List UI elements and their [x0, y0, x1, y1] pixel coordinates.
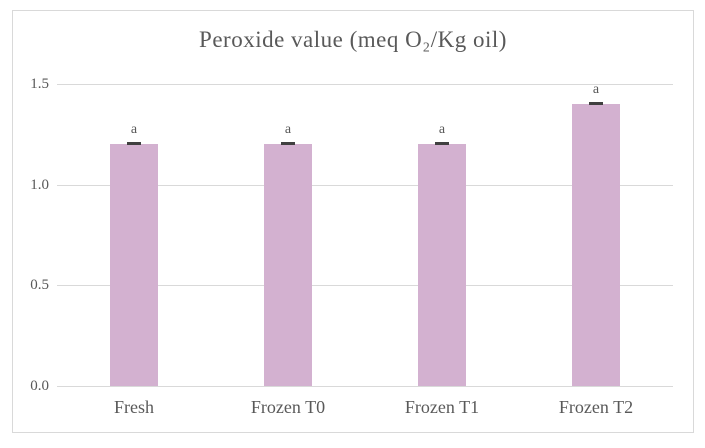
error-bar: [589, 102, 603, 106]
bar-significance-label: a: [438, 122, 446, 138]
gridline: [57, 84, 673, 85]
y-axis-tick-label: 1.5: [30, 76, 49, 92]
chart-title: Peroxide value (meq O₂/Kg oil): [199, 27, 507, 52]
bar-significance-label: a: [130, 122, 138, 138]
x-axis-category-label: Fresh: [114, 397, 154, 417]
error-bar: [127, 142, 141, 146]
gridline: [57, 386, 673, 387]
x-axis-category-label: Frozen T0: [250, 397, 326, 417]
y-axis-tick-label: 0.5: [30, 277, 49, 294]
bar-significance-label: a: [284, 122, 292, 138]
bar-significance-label: a: [592, 82, 600, 98]
error-bar: [435, 142, 449, 146]
error-bar: [281, 142, 295, 146]
x-axis-category-label: Frozen T1: [404, 397, 480, 417]
y-axis-tick-label: 1.0: [30, 176, 49, 193]
bar-frozen-t1: [418, 144, 466, 386]
gridline: [57, 184, 673, 186]
gridline: [57, 285, 673, 287]
bar-frozen-t0: [264, 144, 312, 386]
bar-frozen-t2: [572, 104, 620, 386]
x-axis-category-label: Frozen T2: [558, 397, 634, 417]
y-axis-tick-label: 0.0: [30, 378, 49, 394]
bar-fresh: [110, 144, 158, 386]
chart-frame: Peroxide value (meq O₂/Kg oil) 0.0 0.5 1.0…: [12, 10, 694, 433]
